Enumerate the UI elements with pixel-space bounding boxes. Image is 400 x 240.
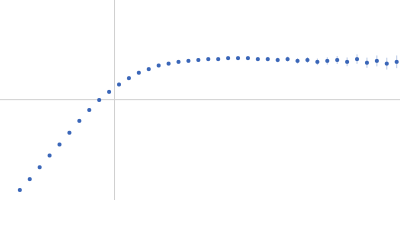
- point: [107, 89, 112, 94]
- point: [226, 56, 231, 61]
- point: [77, 118, 82, 123]
- point: [285, 57, 290, 62]
- point: [136, 70, 141, 75]
- point: [275, 58, 280, 62]
- point: [126, 76, 131, 81]
- point: [196, 58, 201, 62]
- point: [97, 98, 102, 102]
- point: [146, 67, 151, 72]
- point: [236, 56, 241, 61]
- point: [384, 61, 389, 66]
- point: [166, 61, 171, 66]
- point: [245, 56, 250, 61]
- point: [394, 59, 399, 64]
- point: [57, 142, 62, 147]
- point: [186, 58, 191, 63]
- point: [176, 59, 181, 64]
- point: [345, 59, 350, 64]
- point: [87, 108, 92, 112]
- point: [265, 57, 270, 62]
- point: [117, 82, 122, 87]
- point: [37, 165, 42, 170]
- point: [305, 58, 310, 62]
- point: [295, 58, 300, 63]
- point: [47, 153, 52, 158]
- point: [364, 60, 369, 65]
- point: [27, 177, 32, 182]
- chart: [0, 0, 400, 200]
- point: [67, 130, 72, 135]
- point: [216, 57, 221, 62]
- point: [17, 188, 22, 192]
- point: [206, 57, 211, 62]
- point: [335, 58, 340, 62]
- point: [255, 57, 260, 62]
- point: [315, 59, 320, 64]
- point: [374, 58, 379, 63]
- point: [355, 57, 360, 62]
- point: [156, 63, 161, 68]
- point: [325, 58, 330, 63]
